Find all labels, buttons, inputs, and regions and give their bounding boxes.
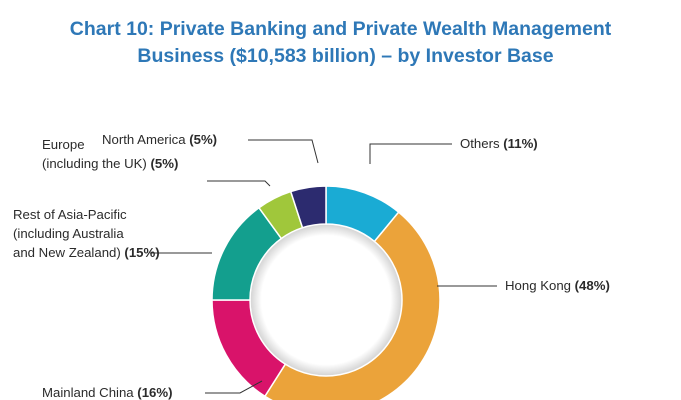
leader-line-north-america bbox=[248, 139, 319, 164]
value-label-mainland-china: (16%) bbox=[134, 385, 173, 400]
label-rest-of-asia-pacific: Rest of Asia-Pacific (including Australia… bbox=[13, 207, 160, 260]
slice-labels: Others (11%) Hong Kong (48%) Mainland Chin… bbox=[13, 132, 610, 400]
value-label-hong-kong: (48%) bbox=[571, 278, 610, 293]
chart-title: Chart 10: Private Banking and Private We… bbox=[0, 16, 681, 70]
donut-hole-shadow bbox=[251, 225, 401, 375]
value-label-others: (11%) bbox=[500, 136, 538, 151]
slice-hong-kong bbox=[263, 211, 441, 400]
donut-slices bbox=[211, 185, 441, 400]
label-mainland-china: Mainland China (16%) bbox=[42, 385, 172, 400]
value-label-rest-of-asia-pacific: (15%) bbox=[121, 245, 160, 260]
leader-line-others bbox=[369, 143, 452, 164]
leader-line-mainland-china bbox=[205, 380, 263, 394]
chart-title-line-1: Chart 10: Private Banking and Private We… bbox=[69, 18, 612, 40]
label-europe: Europe (including the UK) (5%) bbox=[42, 137, 178, 171]
value-label-europe: (5%) bbox=[147, 156, 179, 171]
chart-title-line-2: Business ($10,583 billion) – by Investor… bbox=[137, 45, 554, 67]
slice-north-america bbox=[289, 185, 327, 229]
label-others: Others (11%) bbox=[460, 136, 538, 151]
label-north-america: North America (5%) bbox=[102, 132, 217, 147]
label-hong-kong: Hong Kong (48%) bbox=[505, 278, 610, 293]
leader-line-europe bbox=[207, 180, 271, 187]
value-label-north-america: (5%) bbox=[186, 132, 218, 147]
